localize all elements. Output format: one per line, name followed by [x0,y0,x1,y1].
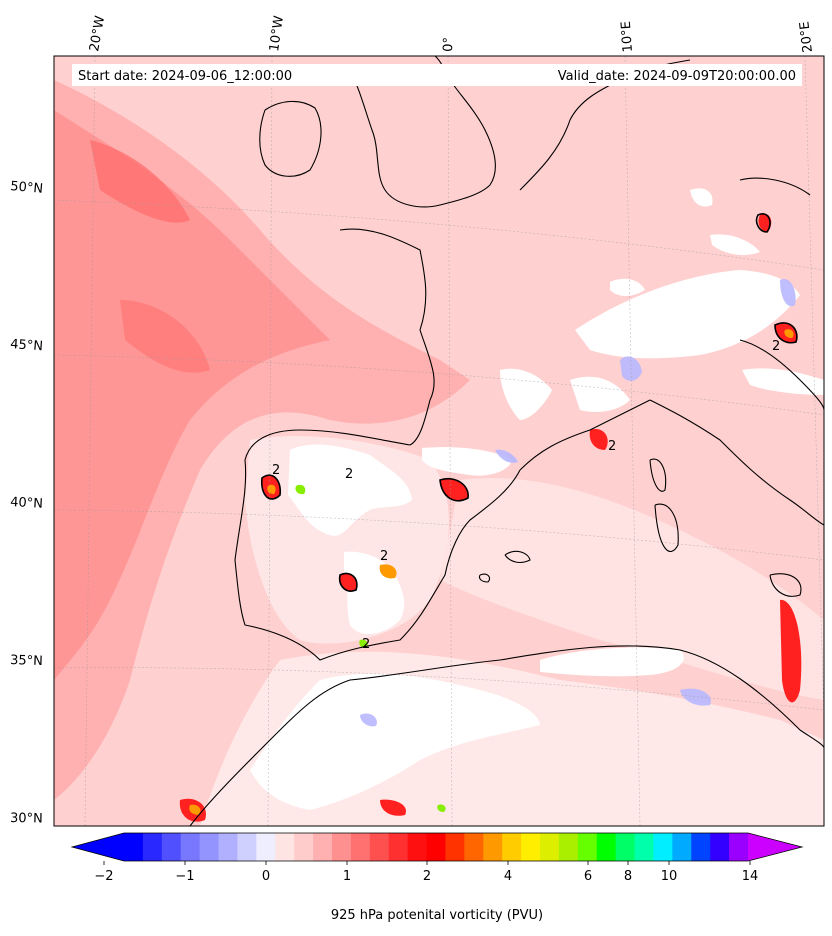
contour-label: 2 [272,463,280,478]
colorbar-swatch [199,833,220,861]
contour-label: 2 [380,549,388,564]
colorbar-swatch [275,833,295,861]
high-pv-spots [179,213,802,822]
colorbar-swatch [691,833,711,861]
colorbar-swatch [634,833,654,861]
colorbar-swatch [218,833,238,861]
colorbar-tick-label: 14 [742,869,759,884]
colorbar-swatch [653,833,673,861]
colorbar-swatch [710,833,730,861]
colorbar-swatch [161,833,182,861]
start-date-label: Start date: 2024-09-06_12:00:00 [78,69,292,84]
map-frame [53,55,825,827]
colorbar-swatch [142,833,163,861]
latitude-labels: 50°N 45°N 40°N 35°N 30°N [10,179,44,827]
colorbar-tick-label: 4 [504,869,512,884]
colorbar: −2 −1 0 1 2 4 6 8 10 14 [70,832,804,884]
colorbar-swatch [313,833,333,861]
mediterranean-light [440,478,824,700]
colorbar-swatch [369,833,390,861]
lat-label: 40°N [10,495,44,512]
colorbar-swatch [502,833,522,861]
lon-label: 20°E [797,20,816,53]
negative-pv-patches [360,279,796,727]
lon-label: 0° [441,37,457,52]
valid-date-label: Valid_date: 2024-09-09T20:00:00.00 [558,69,796,84]
colorbar-swatch [596,833,617,861]
colorbar-under-arrow [72,833,124,861]
colorbar-swatch [483,833,503,861]
colorbar-swatch [558,833,579,861]
colorbar-tick-label: 2 [423,869,431,884]
pv-field: 2 2 2 2 2 2 [54,56,824,826]
atlantic-pv-spot-2 [120,300,210,373]
colorbar-tick-label: −1 [175,869,194,884]
colorbar-tick-label: −2 [94,869,113,884]
pv2-contour-labels: 2 2 2 2 2 2 [272,339,780,652]
lat-label: 30°N [10,811,43,827]
lat-label: 45°N [10,337,44,354]
lon-label: 10°E [619,21,636,53]
colorbar-swatch [350,833,371,861]
colorbar-tick-label: 8 [624,869,632,884]
lat-label: 35°N [10,653,43,669]
colorbar-swatch [521,833,541,861]
colorbar-swatch [332,833,352,861]
longitude-labels: 20°W 10°W 0° 10°E 20°E [87,15,816,54]
extreme-pv-spots [295,484,446,812]
pv2-contours [260,213,798,592]
colorbar-swatch [540,833,560,861]
colorbar-tick-label: 0 [262,869,270,884]
atlantic-pv-spot-1 [90,140,190,223]
contour-label: 2 [362,637,370,652]
colorbar-label: 925 hPa potenital vorticity (PVU) [331,908,543,923]
contour-label: 2 [772,339,780,354]
masked-terrain [250,188,824,810]
contour-label: 2 [608,439,616,454]
colorbar-swatch [426,833,446,861]
colorbar-swatch [464,833,484,861]
header-box [72,64,802,86]
colorbar-swatch [237,833,257,861]
colorbar-outline [70,832,804,862]
coastlines [189,56,824,826]
colorbar-swatch [729,833,749,861]
colorbar-swatch [294,833,314,861]
colorbar-tick-label: 6 [584,869,592,884]
colorbar-swatch [388,833,409,861]
colorbar-swatch [124,833,144,861]
colorbar-swatch [256,833,276,861]
colorbar-tick-label: 1 [343,869,351,884]
lat-label: 50°N [10,179,44,197]
colorbar-over-arrow [748,833,802,861]
colorbar-tick-label: 10 [661,869,678,884]
graticule [54,56,824,826]
colorbar-swatch [672,833,692,861]
very-high-pv-spots [189,329,794,815]
lon-label: 20°W [87,15,108,53]
colorbar-swatch [407,833,428,861]
colorbar-swatch [577,833,598,861]
colorbar-swatch [615,833,636,861]
atlantic-pv-core [54,110,330,680]
lon-label: 10°W [267,15,287,53]
contour-label: 2 [345,467,353,482]
colorbar-swatch [445,833,465,861]
colorbar-swatch [180,833,201,861]
